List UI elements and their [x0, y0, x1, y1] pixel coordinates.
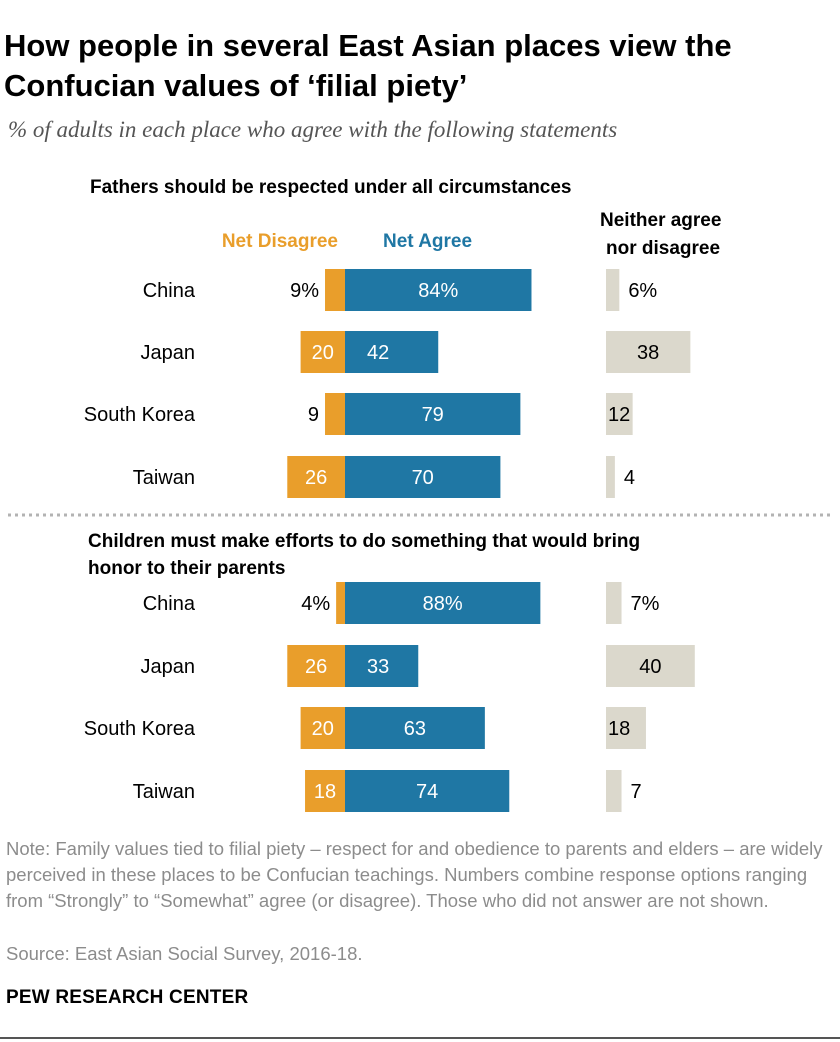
- chart-source: Source: East Asian Social Survey, 2016-1…: [6, 943, 363, 964]
- category-label: Japan: [141, 342, 196, 364]
- bar-agree: [345, 269, 532, 311]
- chart-note: Note: Family values tied to filial piety…: [6, 838, 823, 911]
- label-disagree: 26: [305, 467, 327, 489]
- label-agree: 84%: [418, 280, 458, 302]
- chart-title: How people in several East Asian places …: [4, 28, 732, 103]
- legend-agree: Net Agree: [383, 231, 472, 252]
- category-label: Japan: [141, 656, 196, 678]
- bar-agree: [345, 331, 439, 373]
- bar-disagree: [325, 393, 345, 435]
- label-disagree: 26: [305, 656, 327, 678]
- bar-neither: [606, 645, 695, 687]
- label-agree: 70: [412, 467, 434, 489]
- bar-neither: [606, 770, 622, 812]
- label-disagree: 9%: [290, 280, 319, 302]
- label-neither: 38: [637, 342, 659, 364]
- label-neither: 18: [608, 718, 630, 740]
- bar-agree: [345, 393, 521, 435]
- label-agree: 74: [416, 781, 438, 803]
- bar-agree: [345, 456, 501, 498]
- label-disagree: 20: [312, 342, 334, 364]
- bar-neither: [606, 582, 622, 624]
- label-neither: 40: [639, 656, 661, 678]
- bar-disagree: [336, 582, 345, 624]
- bar-agree: [345, 707, 485, 749]
- panel-heading: honor to their parents: [88, 558, 285, 579]
- category-label: China: [143, 280, 196, 302]
- label-disagree: 4%: [301, 593, 330, 615]
- label-disagree: 18: [314, 781, 336, 803]
- label-agree: 33: [367, 656, 389, 678]
- chart-subtitle: % of adults in each place who agree with…: [8, 117, 618, 142]
- category-label: South Korea: [84, 404, 196, 426]
- brand-logo-text: PEW RESEARCH CENTER: [6, 987, 249, 1008]
- bar-disagree: [287, 645, 345, 687]
- bar-disagree: [305, 770, 345, 812]
- panel-heading: Fathers should be respected under all ci…: [90, 177, 572, 198]
- category-label: Taiwan: [133, 781, 195, 803]
- category-label: South Korea: [84, 718, 196, 740]
- legend-neither: nor disagree: [606, 238, 720, 259]
- label-neither: 12: [608, 404, 630, 426]
- bar-neither: [606, 393, 633, 435]
- chart-area: Net Disagree Net Agree Neither agree nor di…: [8, 177, 834, 812]
- bottom-divider: [0, 1037, 840, 1039]
- label-neither: 7%: [631, 593, 660, 615]
- category-label: China: [143, 593, 196, 615]
- bar-disagree: [325, 269, 345, 311]
- bar-agree: [345, 645, 419, 687]
- bar-agree: [345, 582, 541, 624]
- label-disagree: 9: [308, 404, 319, 426]
- bar-neither: [606, 456, 615, 498]
- label-neither: 6%: [628, 280, 657, 302]
- bar-agree: [345, 770, 510, 812]
- category-label: Taiwan: [133, 467, 195, 489]
- bar-neither: [606, 331, 691, 373]
- label-agree: 79: [422, 404, 444, 426]
- bar-disagree: [300, 707, 345, 749]
- label-disagree: 20: [312, 718, 334, 740]
- label-agree: 42: [367, 342, 389, 364]
- label-neither: 7: [631, 781, 642, 803]
- bar-disagree: [287, 456, 345, 498]
- bar-neither: [606, 269, 620, 311]
- panel-heading: Children must make efforts to do somethi…: [88, 531, 640, 552]
- bar-disagree: [300, 331, 345, 373]
- legend-neither: Neither agree: [600, 210, 721, 231]
- label-agree: 63: [404, 718, 426, 740]
- legend-disagree: Net Disagree: [222, 231, 338, 252]
- label-agree: 88%: [423, 593, 463, 615]
- bar-neither: [606, 707, 646, 749]
- label-neither: 4: [624, 467, 635, 489]
